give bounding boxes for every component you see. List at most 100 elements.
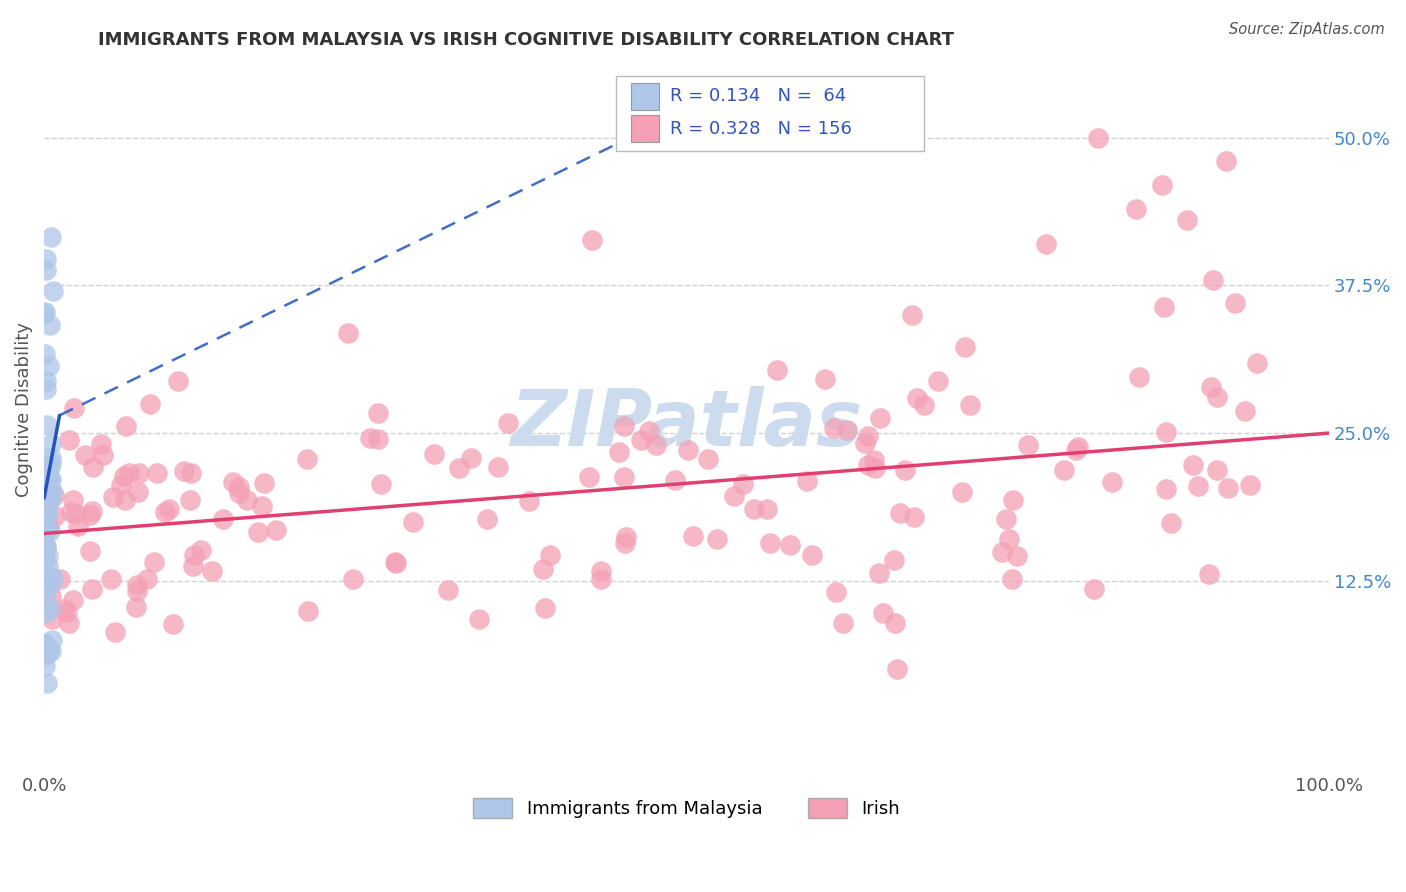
Point [222, 475, 245, 490]
Point [1087, 131, 1109, 145]
Point [34, 519, 56, 533]
Point [212, 511, 235, 525]
Point [39, 524, 62, 538]
Point [901, 308, 924, 322]
Point [460, 450, 482, 465]
Point [34, 644, 56, 658]
Point [38, 577, 60, 591]
Point [34, 522, 56, 536]
Point [853, 436, 876, 450]
Point [125, 599, 148, 614]
Point [39, 492, 62, 507]
Point [128, 467, 150, 481]
Point [34, 306, 56, 320]
Point [39, 590, 62, 604]
Point [41, 612, 63, 626]
Point [959, 398, 981, 412]
Point [678, 442, 700, 457]
Point [498, 417, 520, 431]
Point [155, 505, 177, 519]
Point [384, 555, 406, 569]
Point [35, 676, 58, 690]
Point [34, 518, 56, 533]
Point [34, 648, 56, 663]
Point [733, 476, 755, 491]
Point [927, 375, 949, 389]
Point [35, 500, 58, 515]
Point [35, 639, 58, 653]
Point [34, 461, 56, 475]
Point [110, 478, 132, 492]
Point [779, 538, 801, 552]
Point [862, 453, 884, 467]
Point [581, 233, 603, 247]
Point [1150, 178, 1173, 192]
Point [367, 406, 389, 420]
Point [90, 437, 112, 451]
Point [832, 615, 855, 630]
Point [62, 401, 84, 415]
Point [742, 501, 765, 516]
Point [228, 481, 250, 495]
Point [613, 419, 636, 434]
Point [34, 512, 56, 526]
Point [449, 460, 471, 475]
Point [297, 604, 319, 618]
Point [35, 507, 58, 521]
Point [1199, 380, 1222, 394]
Point [1154, 482, 1177, 496]
Point [42, 571, 65, 585]
Point [80, 582, 103, 597]
Point [1007, 549, 1029, 563]
Point [630, 434, 652, 448]
Point [613, 536, 636, 550]
Point [664, 474, 686, 488]
Point [35, 541, 58, 555]
Point [39, 318, 62, 332]
Point [34, 305, 56, 319]
Point [166, 374, 188, 388]
Point [367, 432, 389, 446]
Point [886, 662, 908, 676]
Point [118, 467, 141, 481]
Point [1035, 237, 1057, 252]
Point [264, 523, 287, 537]
Point [337, 326, 360, 340]
Point [34, 474, 56, 488]
Point [723, 489, 745, 503]
Point [758, 536, 780, 550]
Point [34, 538, 56, 552]
Point [34, 551, 56, 566]
Text: ZIPatlas: ZIPatlas [510, 385, 862, 462]
Point [91, 448, 114, 462]
Point [37, 549, 59, 563]
Point [517, 493, 540, 508]
Text: Source: ZipAtlas.com: Source: ZipAtlas.com [1229, 22, 1385, 37]
Point [1002, 493, 1025, 508]
Point [1218, 482, 1240, 496]
Point [37, 480, 59, 494]
Point [1206, 463, 1229, 477]
Point [863, 461, 886, 475]
Point [190, 543, 212, 558]
Point [591, 573, 613, 587]
Point [34, 382, 56, 396]
Text: IMMIGRANTS FROM MALAYSIA VS IRISH COGNITIVE DISABILITY CORRELATION CHART: IMMIGRANTS FROM MALAYSIA VS IRISH COGNIT… [98, 31, 955, 49]
Point [37, 558, 59, 573]
Point [65, 507, 87, 521]
Point [38, 601, 60, 615]
Point [1246, 356, 1268, 370]
Point [38, 471, 60, 485]
Point [825, 585, 848, 599]
Point [889, 506, 911, 520]
Point [127, 583, 149, 598]
Point [835, 423, 858, 437]
Point [44, 487, 66, 501]
Point [179, 492, 201, 507]
Point [814, 372, 837, 386]
Point [1017, 437, 1039, 451]
Point [1154, 425, 1177, 439]
Point [39, 451, 62, 466]
Point [1066, 441, 1088, 455]
Point [1160, 516, 1182, 531]
